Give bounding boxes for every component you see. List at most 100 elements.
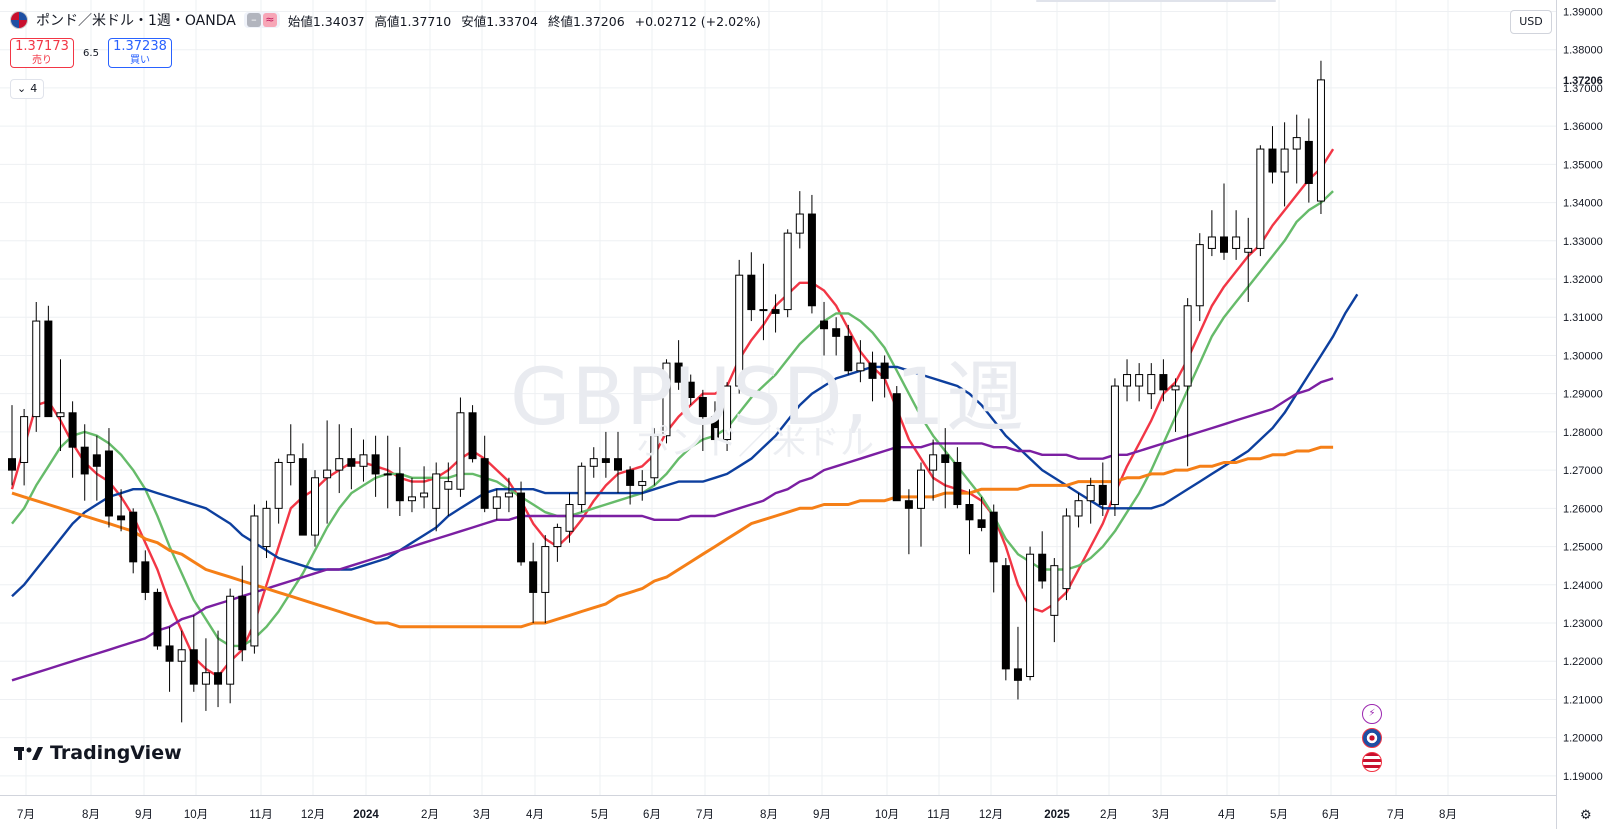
candle[interactable]	[686, 374, 695, 406]
candle[interactable]	[1304, 118, 1313, 203]
candle[interactable]	[820, 301, 829, 356]
candle[interactable]	[783, 229, 792, 318]
candle[interactable]	[1195, 233, 1204, 322]
candle[interactable]	[153, 588, 162, 650]
candle[interactable]	[1232, 210, 1241, 260]
candle[interactable]	[844, 324, 853, 375]
indicators-collapse-button[interactable]: ⌄ 4	[10, 79, 45, 99]
price-axis[interactable]: 1.39000 1.38000 1.37000 1.36000 1.35000 1.340…	[1556, 0, 1616, 829]
candle[interactable]	[795, 191, 804, 249]
candle[interactable]	[1026, 546, 1035, 681]
candle[interactable]	[1110, 378, 1119, 516]
candle[interactable]	[371, 435, 380, 497]
candle[interactable]	[1207, 210, 1216, 257]
candle[interactable]	[8, 405, 16, 486]
candle[interactable]	[347, 428, 356, 490]
candle[interactable]	[407, 477, 416, 513]
candle[interactable]	[1147, 363, 1156, 409]
candle[interactable]	[1316, 60, 1325, 215]
candle[interactable]	[92, 435, 101, 501]
candle[interactable]	[662, 359, 671, 444]
candle[interactable]	[335, 424, 344, 494]
candle[interactable]	[395, 447, 404, 516]
candle[interactable]	[904, 489, 913, 555]
candle[interactable]	[141, 550, 150, 601]
symbol-title[interactable]: ポンド／米ドル・1週・OANDA	[36, 13, 236, 29]
time-axis[interactable]: 7月 8月 9月 10月 11月 12月 2024 2月 3月 4月 5月 6月 7月 8月 9月 10月 11…	[0, 795, 1556, 830]
data-mode-toggle[interactable]: – ≈	[243, 12, 280, 28]
price-chart[interactable]	[0, 0, 1556, 795]
candle[interactable]	[698, 389, 707, 452]
candle[interactable]	[747, 252, 756, 322]
candle[interactable]	[1280, 122, 1289, 207]
candle[interactable]	[1268, 126, 1277, 184]
candle[interactable]	[492, 489, 501, 520]
candle[interactable]	[32, 301, 41, 432]
candle[interactable]	[286, 424, 295, 486]
candle[interactable]	[529, 542, 538, 624]
candle[interactable]	[1098, 462, 1107, 516]
candle[interactable]	[432, 462, 441, 532]
candle[interactable]	[807, 194, 816, 314]
candle[interactable]	[1086, 477, 1095, 524]
candle[interactable]	[456, 397, 465, 497]
candle[interactable]	[735, 259, 744, 394]
candle[interactable]	[298, 443, 307, 536]
candle[interactable]	[20, 408, 29, 486]
candle[interactable]	[201, 638, 210, 711]
candle[interactable]	[614, 431, 622, 494]
candle[interactable]	[517, 481, 526, 566]
candle[interactable]	[1292, 114, 1301, 184]
candle[interactable]	[1001, 558, 1010, 681]
candle[interactable]	[989, 504, 998, 593]
lightning-icon[interactable]: ⚡	[1362, 704, 1382, 724]
candle[interactable]	[553, 523, 562, 562]
candle[interactable]	[44, 305, 53, 418]
candle[interactable]	[189, 615, 198, 692]
candle[interactable]	[238, 565, 247, 662]
candle[interactable]	[917, 462, 925, 547]
candle[interactable]	[601, 431, 610, 478]
candle[interactable]	[129, 508, 138, 574]
candle[interactable]	[56, 359, 65, 452]
candle[interactable]	[1123, 359, 1132, 402]
candle[interactable]	[420, 466, 429, 509]
candle[interactable]	[117, 489, 126, 532]
candle[interactable]	[359, 439, 368, 482]
candle[interactable]	[104, 428, 113, 528]
candle[interactable]	[638, 470, 647, 501]
buy-button[interactable]: 1.37238 買い	[108, 38, 172, 68]
candle[interactable]	[262, 500, 271, 559]
candle[interactable]	[1038, 531, 1047, 589]
candle[interactable]	[468, 405, 477, 463]
candle[interactable]	[480, 435, 489, 513]
candle[interactable]	[710, 401, 719, 444]
candle[interactable]	[274, 458, 283, 524]
currency-selector[interactable]: USD	[1510, 10, 1552, 34]
candle[interactable]	[832, 317, 841, 356]
minus-icon[interactable]: –	[246, 13, 261, 27]
candle[interactable]	[868, 351, 877, 402]
candle[interactable]	[444, 462, 453, 516]
candle[interactable]	[856, 340, 865, 383]
candle[interactable]	[674, 340, 683, 390]
candle[interactable]	[626, 466, 635, 505]
candle[interactable]	[68, 401, 77, 478]
candle[interactable]	[1171, 378, 1180, 432]
candle[interactable]	[1062, 508, 1071, 601]
sell-button[interactable]: 1.37173 売り	[10, 38, 74, 68]
candle[interactable]	[723, 382, 732, 452]
candle[interactable]	[965, 489, 974, 555]
candle[interactable]	[892, 386, 901, 502]
us-uk-flag-icon[interactable]	[1362, 752, 1382, 772]
candle[interactable]	[177, 630, 186, 723]
candle[interactable]	[650, 428, 659, 486]
candle[interactable]	[1183, 298, 1192, 467]
candle[interactable]	[589, 447, 598, 478]
candle[interactable]	[1159, 359, 1168, 402]
candle[interactable]	[1050, 558, 1059, 643]
candle[interactable]	[214, 630, 223, 708]
candle[interactable]	[1013, 626, 1022, 700]
candle[interactable]	[759, 263, 768, 341]
candle[interactable]	[165, 626, 174, 692]
